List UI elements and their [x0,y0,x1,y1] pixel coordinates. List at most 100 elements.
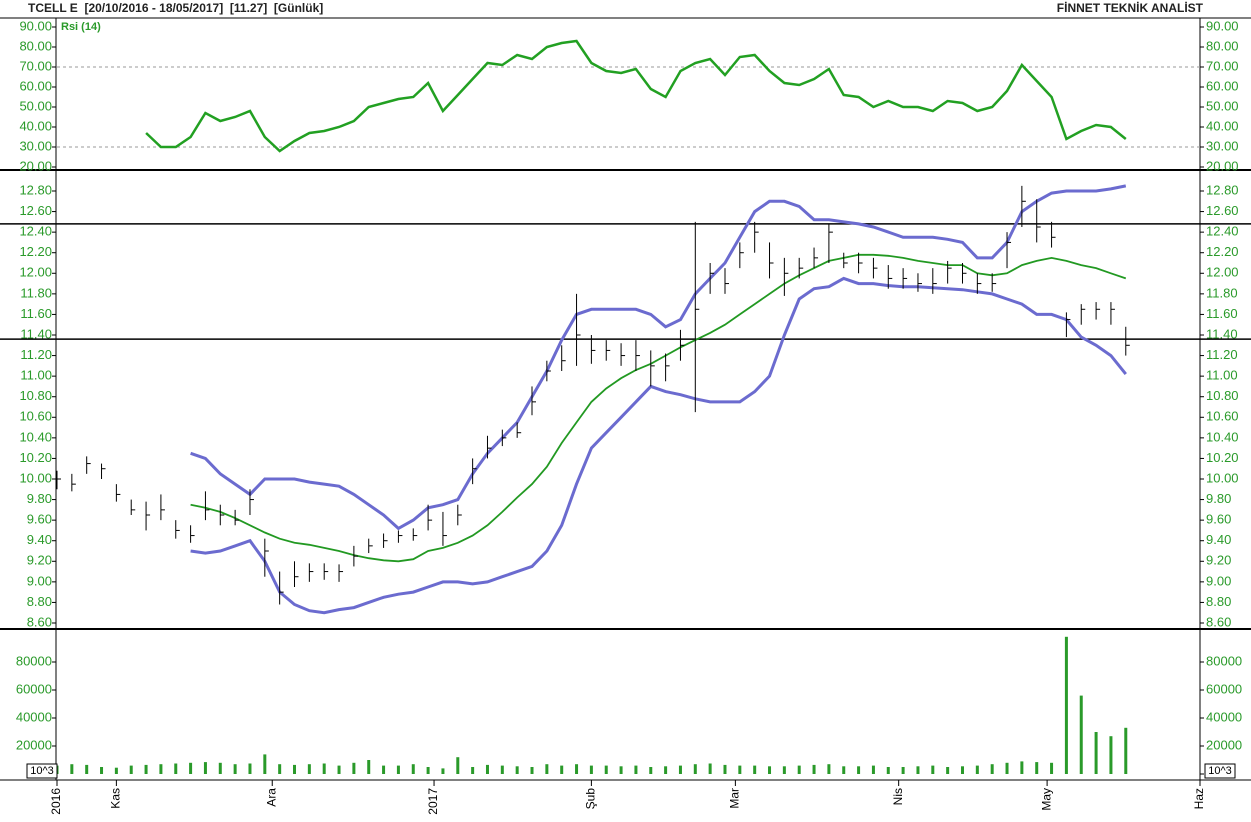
volume-bar [664,766,668,774]
y-tick-label: 12.00 [19,265,52,280]
y-tick-label: 12.00 [1206,265,1239,280]
y-tick-label: 40.00 [1206,118,1239,133]
y-tick-label: 10.80 [1206,388,1239,403]
x-tick-label: Nis [891,788,905,805]
y-tick-label: 40000 [16,709,52,724]
unit-label: 10^3 [30,765,54,777]
volume-bar [975,765,979,774]
volume-bar [1079,695,1083,774]
y-tick-label: 11.00 [1206,368,1238,383]
volume-bar [619,766,623,774]
volume-bar [1050,762,1054,774]
volume-bar [946,767,950,774]
volume-bar [649,767,653,774]
volume-bar [782,766,786,774]
volume-bar [545,764,549,774]
volume-bar [263,754,267,774]
volume-bar [307,764,311,774]
volume-bar [916,766,920,774]
volume-bar [1064,636,1068,774]
y-tick-label: 20000 [1206,737,1242,752]
y-tick-label: 10.00 [1206,470,1239,485]
volume-bar [960,766,964,774]
volume-bar [738,765,742,774]
x-tick-label: Şub [584,788,598,810]
y-tick-label: 12.60 [1206,203,1239,218]
volume-bar [441,768,445,774]
header-left: TCELL E [20/10/2016 - 18/05/2017] [11.27… [28,1,323,15]
unit-label: 10^3 [1208,765,1232,777]
volume-bar [1124,727,1128,774]
volume-bar [352,762,356,774]
volume-bar [159,764,163,774]
volume-bar [842,766,846,774]
volume-bar [218,762,222,774]
rsi-line [145,39,1127,153]
volume-bar [530,767,534,774]
volume-bar [575,764,579,774]
band-line [190,184,1127,531]
y-tick-label: 9.00 [1206,573,1231,588]
y-tick-label: 30.00 [1206,138,1239,153]
volume-bar [471,767,475,774]
volume-bar [174,763,178,774]
volume-bar [871,765,875,774]
y-tick-label: 10.60 [1206,409,1239,424]
y-tick-label: 80.00 [19,38,52,53]
y-tick-label: 10.40 [1206,429,1239,444]
y-tick-label: 60.00 [1206,78,1239,93]
y-tick-label: 11.60 [20,306,52,321]
y-tick-label: 40000 [1206,709,1242,724]
y-tick-label: 9.20 [27,553,52,568]
y-tick-label: 9.80 [27,491,52,506]
x-tick-label: Ara [264,788,278,807]
volume-bar [485,764,489,774]
y-tick-label: 70.00 [19,58,52,73]
y-tick-label: 10.20 [19,450,52,465]
volume-bar [693,764,697,774]
y-tick-label: 20.00 [19,158,52,173]
volume-bar [1005,762,1009,774]
band-line [190,253,1127,563]
volume-bar [678,765,682,774]
y-tick-label: 12.60 [19,203,52,218]
y-tick-label: 12.20 [19,244,52,259]
y-tick-label: 9.80 [1206,491,1231,506]
y-tick-label: 11.40 [20,326,52,341]
y-tick-label: 11.40 [1206,326,1238,341]
volume-bar [500,765,504,774]
volume-bar [797,765,801,774]
header-right: FİNNET TEKNİK ANALİST [1057,0,1204,15]
y-tick-label: 9.40 [27,532,52,547]
y-tick-label: 60000 [1206,681,1242,696]
volume-bar [203,762,207,774]
volume-bar [129,765,133,774]
volume-bar [827,764,831,774]
y-tick-label: 12.80 [1206,182,1239,197]
volume-bar [634,765,638,774]
y-tick-label: 9.60 [27,512,52,527]
y-tick-label: 9.60 [1206,512,1231,527]
volume-bar [768,766,772,774]
y-tick-label: 60.00 [19,78,52,93]
y-tick-label: 10.20 [1206,450,1239,465]
y-tick-label: 90.00 [1206,18,1239,33]
y-tick-label: 10.80 [19,388,52,403]
volume-bar [411,764,415,774]
volume-bar [1094,732,1098,774]
y-tick-label: 60000 [16,681,52,696]
volume-bar [382,765,386,774]
volume-bar [1109,736,1113,774]
y-tick-label: 9.40 [1206,532,1231,547]
volume-bar [70,764,74,774]
volume-bar [189,762,193,774]
volume-bar [1020,761,1024,774]
x-tick-label: Kas [109,788,123,809]
volume-bar [753,765,757,774]
volume-bar [233,764,237,774]
volume-bar [901,767,905,774]
volume-bar [931,765,935,774]
y-tick-label: 9.20 [1206,553,1231,568]
x-tick-label: Haz [1192,788,1206,809]
y-tick-label: 8.80 [27,594,52,609]
